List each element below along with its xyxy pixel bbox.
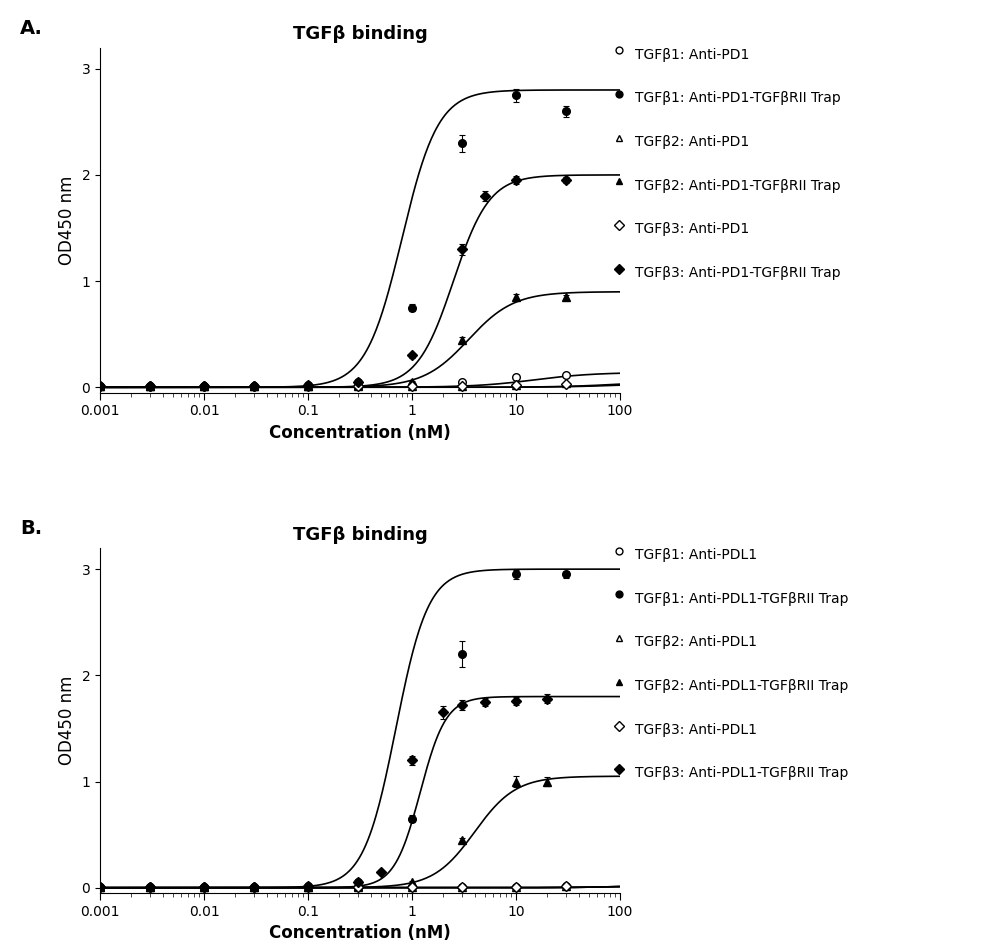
X-axis label: Concentration (nM): Concentration (nM) xyxy=(269,424,451,442)
Text: TGFβ2: Anti-PDL1-TGFβRII Trap: TGFβ2: Anti-PDL1-TGFβRII Trap xyxy=(635,679,848,693)
Text: TGFβ1: Anti-PD1-TGFβRII Trap: TGFβ1: Anti-PD1-TGFβRII Trap xyxy=(635,91,841,105)
Title: TGFβ binding: TGFβ binding xyxy=(293,525,427,543)
X-axis label: Concentration (nM): Concentration (nM) xyxy=(269,924,451,942)
Text: A.: A. xyxy=(20,19,43,38)
Text: TGFβ3: Anti-PDL1: TGFβ3: Anti-PDL1 xyxy=(635,723,757,736)
Text: TGFβ1: Anti-PD1: TGFβ1: Anti-PD1 xyxy=(635,48,749,62)
Text: TGFβ2: Anti-PDL1: TGFβ2: Anti-PDL1 xyxy=(635,636,757,649)
Text: TGFβ2: Anti-PD1-TGFβRII Trap: TGFβ2: Anti-PD1-TGFβRII Trap xyxy=(635,179,841,193)
Text: TGFβ3: Anti-PDL1-TGFβRII Trap: TGFβ3: Anti-PDL1-TGFβRII Trap xyxy=(635,767,848,780)
Text: TGFβ1: Anti-PDL1-TGFβRII Trap: TGFβ1: Anti-PDL1-TGFβRII Trap xyxy=(635,592,848,605)
Text: TGFβ1: Anti-PDL1: TGFβ1: Anti-PDL1 xyxy=(635,548,757,561)
Text: TGFβ3: Anti-PD1: TGFβ3: Anti-PD1 xyxy=(635,222,749,237)
Title: TGFβ binding: TGFβ binding xyxy=(293,25,427,43)
Text: B.: B. xyxy=(20,520,42,539)
Y-axis label: OD450 nm: OD450 nm xyxy=(58,675,76,765)
Text: TGFβ3: Anti-PD1-TGFβRII Trap: TGFβ3: Anti-PD1-TGFβRII Trap xyxy=(635,266,841,280)
Text: TGFβ2: Anti-PD1: TGFβ2: Anti-PD1 xyxy=(635,135,749,149)
Y-axis label: OD450 nm: OD450 nm xyxy=(58,176,76,265)
